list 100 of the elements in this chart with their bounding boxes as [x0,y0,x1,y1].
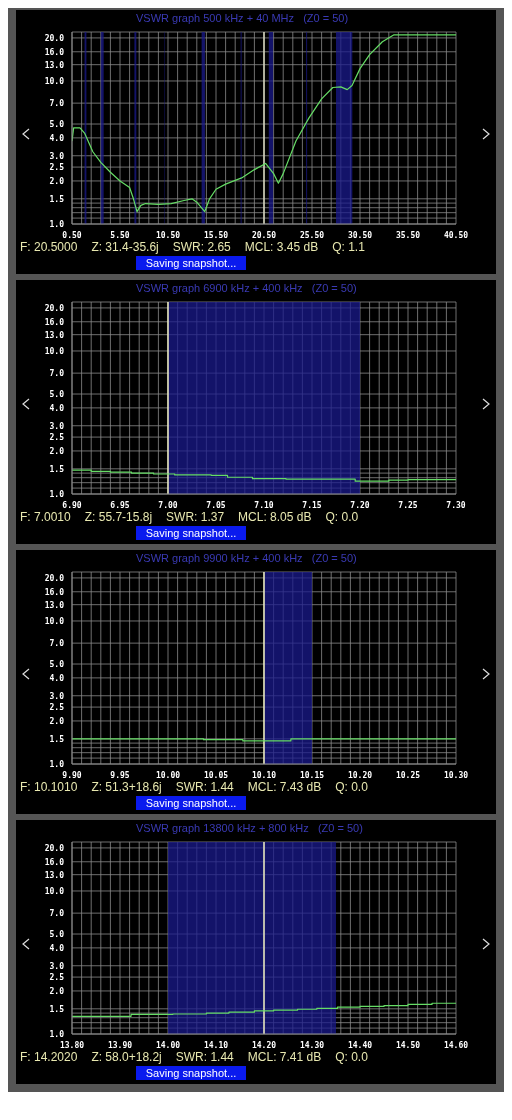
x-tick-label: 6.95 [110,500,130,510]
y-tick-label: 4.0 [49,133,65,143]
y-tick-label: 4.0 [49,403,65,413]
y-tick-label: 20.0 [44,843,65,853]
text: Saving snapshot... [136,256,246,270]
x-tick-label: 14.30 [299,1040,325,1050]
y-tick-label: 7.0 [49,638,65,648]
x-tick-label: 9.95 [110,770,130,780]
text: Saving snapshot... [136,1066,246,1080]
y-tick-label: 1.5 [49,1004,65,1014]
x-tick-label: 14.40 [347,1040,373,1050]
text: F: 10.1010 [20,780,78,794]
text: Z: 58.0+18.2j [91,1050,162,1064]
y-tick-label: 2.0 [49,446,65,456]
text: Z: 31.4-35.6j [91,240,159,254]
x-tick-label: 14.50 [395,1040,421,1050]
y-tick-label: 20.0 [44,303,65,313]
y-tick-label: 2.5 [49,702,65,712]
y-tick-label: 3.0 [49,151,65,161]
y-tick-label: 16.0 [44,47,65,57]
x-tick-label: 7.05 [206,500,226,510]
text: F: 14.2020 [20,1050,78,1064]
x-tick-label: 14.20 [251,1040,277,1050]
y-tick-label: 16.0 [44,587,65,597]
y-tick-label: 20.0 [44,573,65,583]
y-tick-label: 3.0 [49,961,65,971]
y-tick-label: 4.0 [49,673,65,683]
x-tick-label: 14.60 [443,1040,469,1050]
y-tick-label: 7.0 [49,98,65,108]
y-tick-label: 5.0 [49,119,65,129]
y-tick-label: 20.0 [44,33,65,43]
y-tick-label: 1.0 [49,759,65,769]
text: Saving snapshot... [136,526,246,540]
x-tick-label: 9.90 [62,770,82,780]
y-tick-label: 13.0 [44,870,65,880]
text: MCL: 7.41 dB [247,1050,322,1064]
x-tick-label: 30.50 [347,230,373,240]
text: MCL: 8.05 dB [238,510,312,524]
x-tick-label: 35.50 [395,230,421,240]
x-tick-label: 13.80 [59,1040,85,1050]
chart-title: VSWR graph 500 kHz + 40 MHz (Z0 = 50) [136,12,350,26]
y-tick-label: 10.0 [44,616,65,626]
x-tick-label: 7.10 [254,500,274,510]
x-tick-label: 10.10 [251,770,277,780]
x-tick-label: 10.20 [347,770,373,780]
y-tick-label: 2.0 [49,176,65,186]
text: SWR: 1.37 [166,510,225,524]
x-tick-label: 10.30 [443,770,469,780]
text: SWR: 1.44 [175,1050,234,1064]
y-tick-label: 2.0 [49,716,65,726]
text: MCL: 3.45 dB [244,240,319,254]
y-tick-label: 13.0 [44,330,65,340]
text: F: 20.5000 [20,240,78,254]
text: SWR: 2.65 [172,240,231,254]
y-tick-label: 10.0 [44,886,65,896]
text: Z: 55.7-15.8j [84,510,153,524]
x-tick-label: 10.25 [395,770,421,780]
y-tick-label: 16.0 [44,317,65,327]
y-tick-label: 1.0 [49,489,65,499]
x-tick-label: 20.50 [251,230,277,240]
y-tick-label: 3.0 [49,691,65,701]
y-tick-label: 2.0 [49,986,65,996]
x-tick-label: 10.50 [155,230,181,240]
x-tick-label: 6.90 [62,500,82,510]
text: MCL: 7.43 dB [247,780,322,794]
y-tick-label: 7.0 [49,368,65,378]
x-tick-label: 7.25 [398,500,418,510]
x-tick-label: 14.10 [203,1040,229,1050]
x-tick-label: 10.15 [299,770,325,780]
y-tick-label: 5.0 [49,659,65,669]
x-tick-label: 10.00 [155,770,181,780]
x-tick-label: 0.50 [62,230,82,240]
x-tick-label: 7.00 [158,500,178,510]
y-tick-label: 5.0 [49,929,65,939]
y-tick-label: 7.0 [49,908,65,918]
y-tick-label: 1.0 [49,219,65,229]
x-tick-label: 13.90 [107,1040,133,1050]
y-tick-label: 10.0 [44,346,65,356]
y-tick-label: 2.5 [49,972,65,982]
x-tick-label: 7.30 [446,500,466,510]
chart-title: VSWR graph 6900 kHz + 400 kHz (Z0 = 50) [136,282,358,296]
x-tick-label: 15.50 [203,230,229,240]
text: Q: 0.0 [325,510,359,524]
text: Saving snapshot... [136,796,246,810]
text: Q: 0.0 [335,1050,368,1064]
x-tick-label: 7.20 [350,500,370,510]
y-tick-label: 1.5 [49,194,65,204]
x-tick-label: 40.50 [443,230,469,240]
y-tick-label: 16.0 [44,857,65,867]
text: Q: 1.1 [332,240,365,254]
y-tick-label: 3.0 [49,421,65,431]
y-tick-label: 4.0 [49,943,65,953]
text: Z: 51.3+18.6j [91,780,162,794]
y-tick-label: 13.0 [44,600,65,610]
y-tick-label: 2.5 [49,432,65,442]
x-tick-label: 7.15 [302,500,322,510]
y-tick-label: 2.5 [49,162,65,172]
x-tick-label: 10.05 [203,770,229,780]
chart-title: VSWR graph 9900 kHz + 400 kHz (Z0 = 50) [136,552,358,566]
y-tick-label: 1.5 [49,464,65,474]
